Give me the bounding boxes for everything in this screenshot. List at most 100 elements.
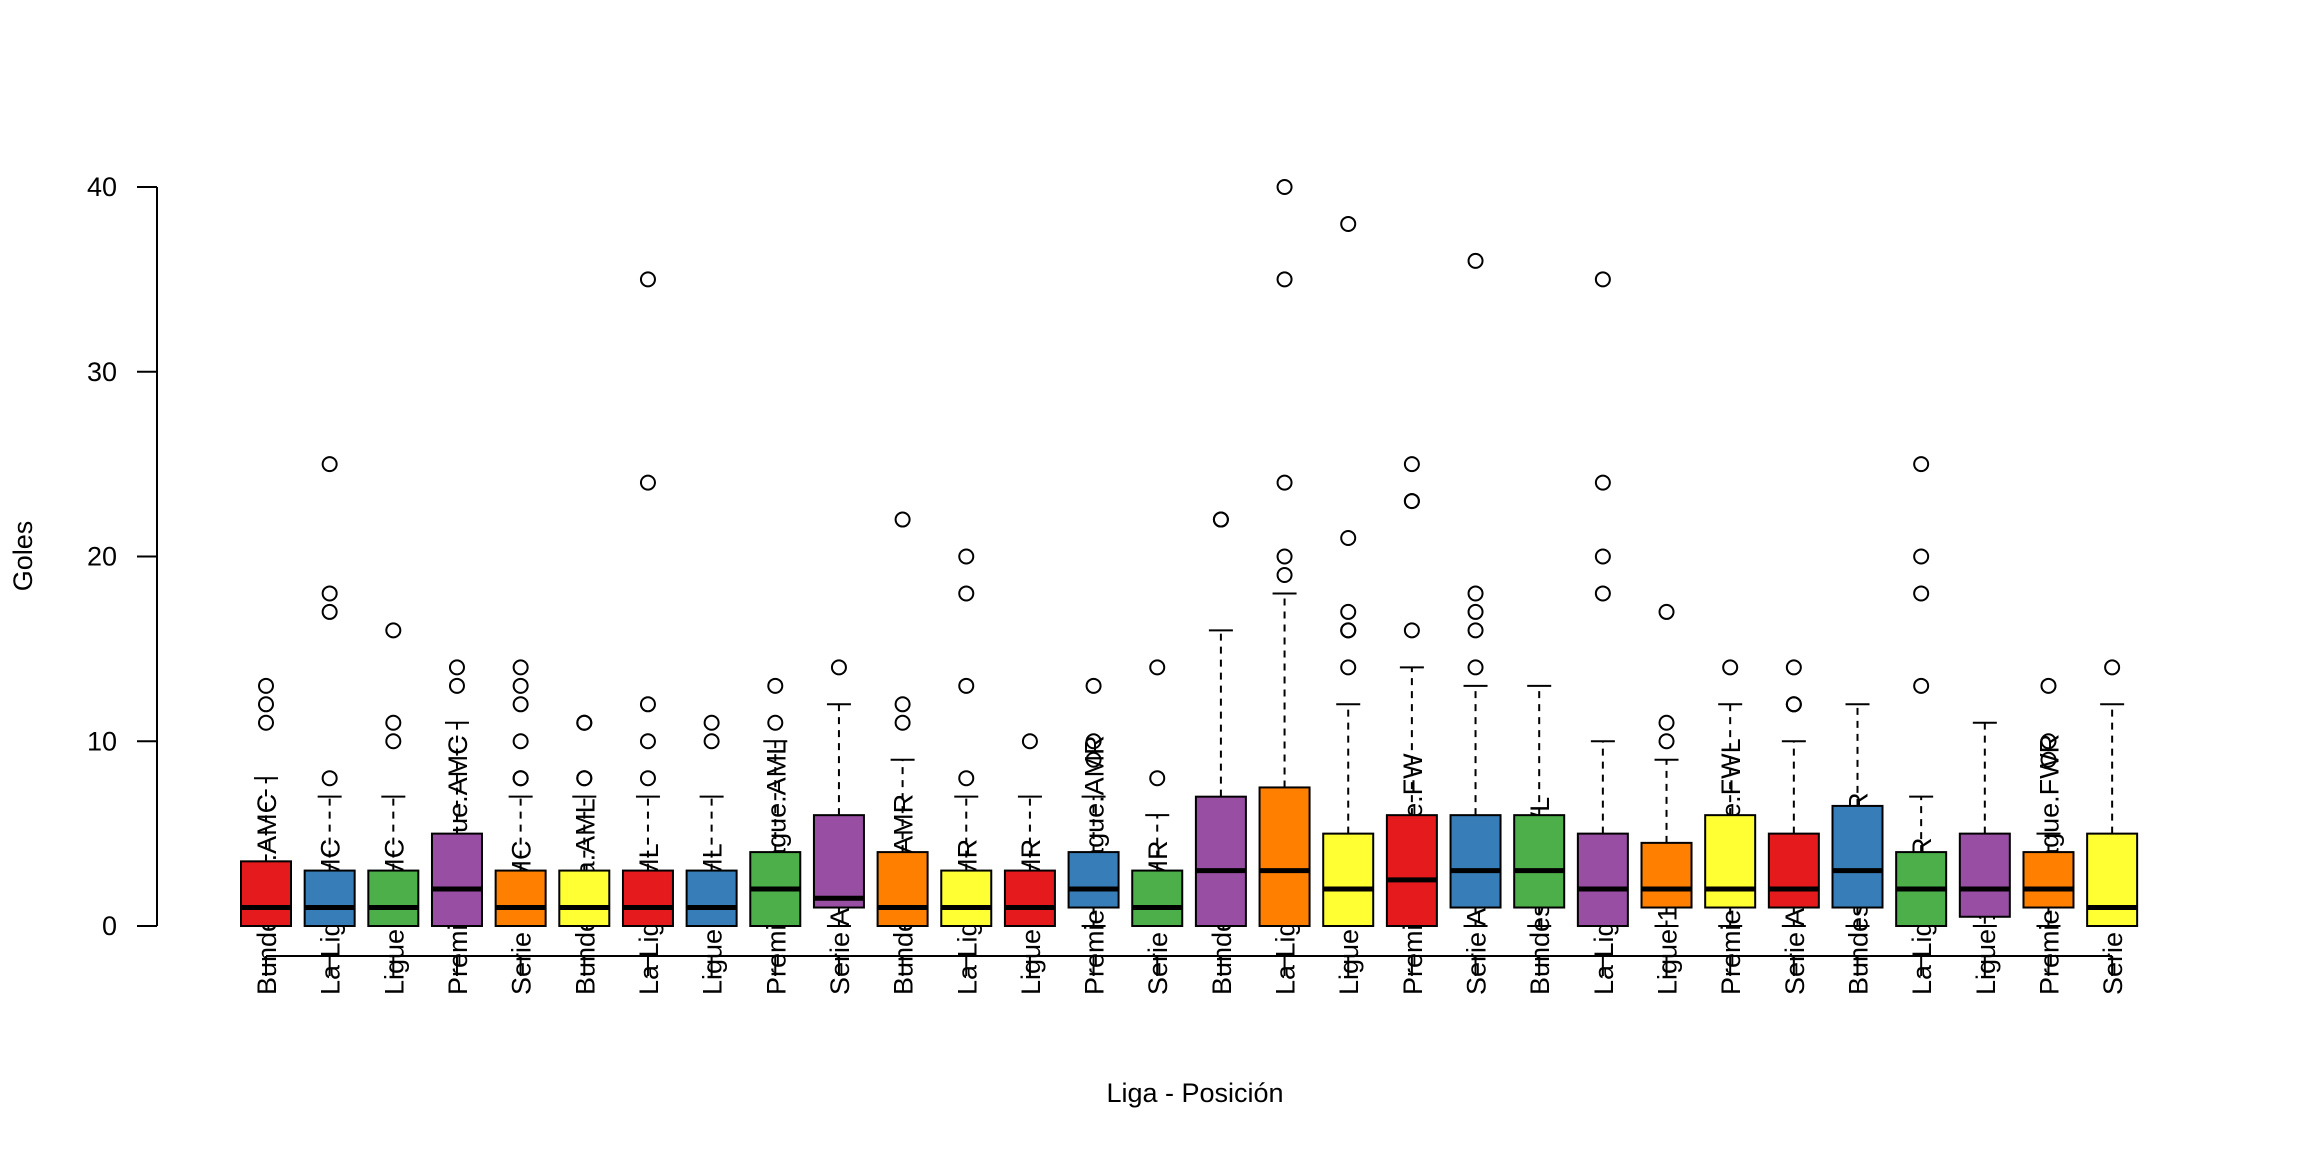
outlier-point [958, 770, 975, 787]
outlier-point [1467, 252, 1484, 269]
outlier-point [639, 271, 656, 288]
box-body [367, 869, 420, 928]
outlier-point [1021, 733, 1038, 750]
outlier-point [894, 714, 911, 731]
outlier-point [958, 677, 975, 694]
box-body [1831, 804, 1884, 909]
outlier-point [1149, 659, 1166, 676]
box-body [1194, 795, 1247, 927]
outlier-point [512, 659, 529, 676]
outlier-point [2040, 677, 2057, 694]
outlier-point [321, 585, 338, 602]
box-Ligue 1.FWL [1640, 603, 1693, 927]
box-Premier League.FWL [1704, 659, 1757, 927]
outlier-point [321, 456, 338, 473]
box-body [1958, 832, 2011, 918]
outlier-point [576, 770, 593, 787]
box-Bundesliga.AML [558, 714, 611, 928]
outlier-point [1594, 271, 1611, 288]
outlier-point [1403, 456, 1420, 473]
outlier-point [703, 733, 720, 750]
box-Ligue 1.FWR [1958, 721, 2011, 927]
outlier-point [1149, 770, 1166, 787]
outlier-point [1658, 603, 1675, 620]
outlier-point [512, 770, 529, 787]
box-series [240, 179, 2139, 928]
box-body [1704, 814, 1757, 909]
outlier-point [1276, 566, 1293, 583]
box-body [1449, 814, 1502, 909]
outlier-point [1913, 677, 1930, 694]
outlier-point [1340, 622, 1357, 639]
outlier-point [1276, 179, 1293, 195]
outlier-point [1340, 530, 1357, 547]
box-body [685, 869, 738, 928]
box-La Liga.FW [1258, 179, 1311, 927]
outlier-point [767, 677, 784, 694]
box-Premier League.AMR [1067, 677, 1120, 927]
box-body [1767, 832, 1820, 909]
outlier-point [703, 714, 720, 731]
box-body [1003, 869, 1056, 928]
box-body [940, 869, 993, 928]
box-La Liga.FWL [1576, 271, 1629, 927]
outlier-point [830, 659, 847, 676]
outlier-point [1085, 677, 1102, 694]
box-Serie A.FWR [2086, 659, 2139, 927]
outlier-point [1467, 659, 1484, 676]
outlier-point [2104, 659, 2121, 676]
outlier-point [1276, 474, 1293, 491]
outlier-point [1276, 548, 1293, 565]
outlier-point [639, 733, 656, 750]
box-Ligue 1.FW [1322, 215, 1375, 927]
y-tick-label: 0 [102, 911, 117, 941]
outlier-point [1340, 603, 1357, 620]
box-body [1640, 841, 1693, 909]
outlier-point [767, 714, 784, 731]
box-Serie A.FWL [1767, 659, 1820, 927]
box-body [1513, 814, 1566, 909]
outlier-point [1467, 622, 1484, 639]
outlier-point [894, 511, 911, 528]
outlier-point [1913, 456, 1930, 473]
box-body [1322, 832, 1375, 927]
outlier-point [958, 585, 975, 602]
outlier-point [1403, 622, 1420, 639]
outlier-point [1594, 585, 1611, 602]
outlier-point [1403, 493, 1420, 510]
outlier-point [639, 474, 656, 491]
outlier-point [576, 714, 593, 731]
box-La Liga.AMR [940, 548, 993, 928]
outlier-point [385, 622, 402, 639]
outlier-point [958, 548, 975, 565]
outlier-point [1594, 474, 1611, 491]
outlier-point [1594, 548, 1611, 565]
y-tick-label: 10 [87, 726, 117, 756]
box-Serie A.AML [812, 659, 865, 927]
box-Bundesliga.AMR [876, 511, 929, 927]
box-body [812, 814, 865, 909]
outlier-point [258, 696, 274, 713]
box-body [1067, 851, 1120, 909]
outlier-point [2040, 733, 2057, 750]
outlier-point [258, 714, 274, 731]
box-body [1258, 786, 1311, 927]
outlier-point [1913, 548, 1930, 565]
box-body [303, 869, 356, 928]
outlier-point [1785, 696, 1802, 713]
box-body [1131, 869, 1184, 928]
outlier-point [448, 677, 465, 694]
box-Ligue 1.AMR [1003, 733, 1056, 928]
y-tick-label: 20 [87, 542, 117, 572]
outlier-point [1085, 733, 1102, 750]
y-axis: 0 10 20 30 40 [87, 172, 158, 941]
box-body [430, 832, 483, 927]
outlier-point [321, 770, 338, 787]
outlier-point [1276, 271, 1293, 288]
box-body [1576, 832, 1629, 927]
outlier-point [1085, 751, 1102, 768]
outlier-point [894, 696, 911, 713]
outlier-point [2040, 751, 2057, 768]
outlier-point [512, 677, 529, 694]
